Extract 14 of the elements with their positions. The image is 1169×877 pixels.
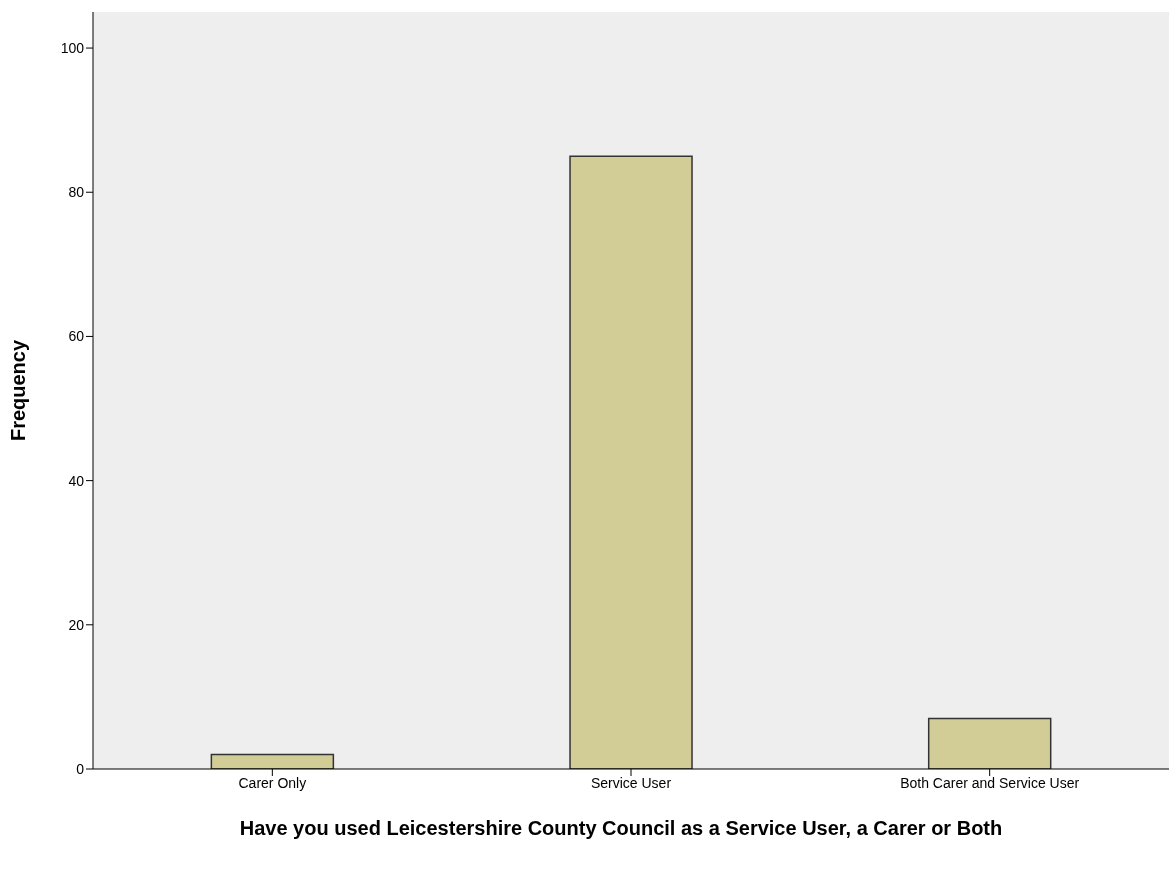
y-tick-label: 0: [76, 760, 85, 777]
y-tick-label: 40: [68, 472, 85, 489]
x-tick-label: Both Carer and Service User: [900, 774, 1080, 791]
y-tick-label: 20: [68, 616, 85, 633]
bar: [210, 753, 335, 769]
x-tick-label: Service User: [590, 774, 672, 791]
y-axis-title: Frequency: [7, 339, 30, 442]
y-tick-label: 100: [60, 40, 85, 57]
y-tick-label: 60: [68, 328, 85, 345]
bar: [569, 155, 693, 769]
x-axis-title: Have you used Leicestershire County Council as a Service User, a Carer or Both: [239, 817, 1003, 840]
x-tick-label: Carer Only: [238, 774, 307, 791]
y-tick-label: 80: [68, 184, 85, 201]
bar: [927, 717, 1052, 769]
